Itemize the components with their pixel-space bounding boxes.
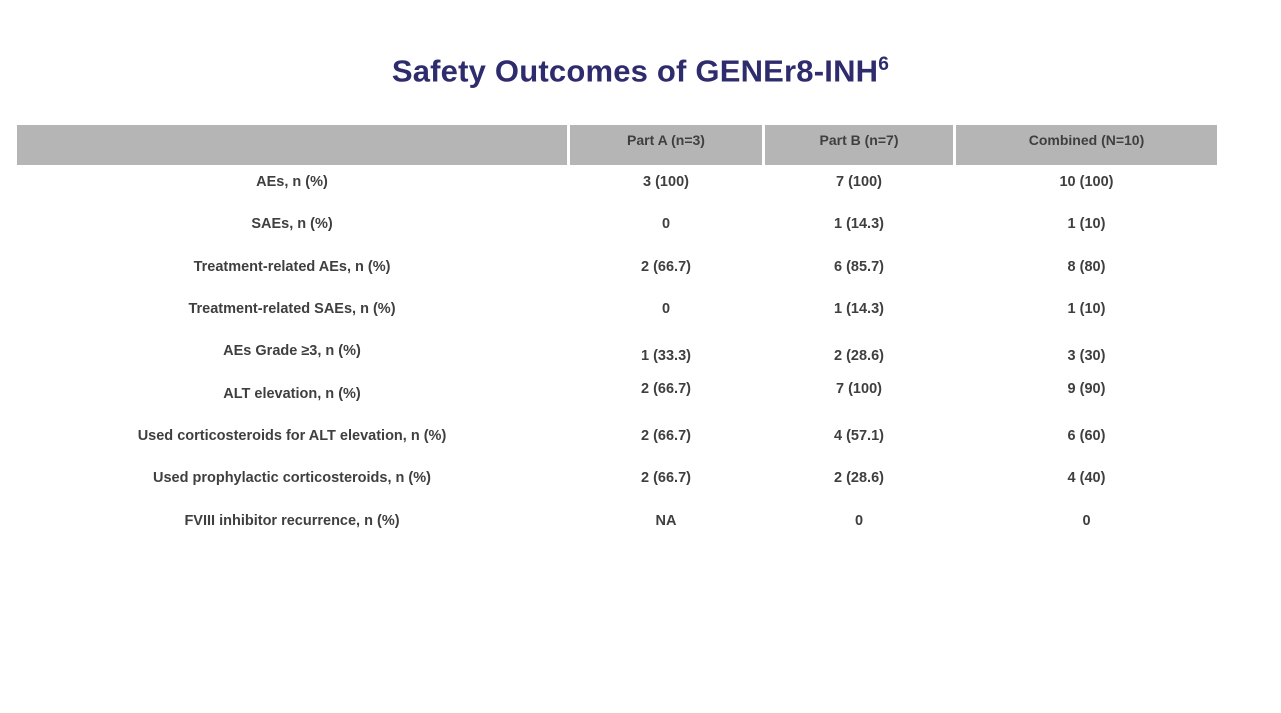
cell-combined: 1 (10) [1067,301,1106,318]
cell-part-a: 2 (66.7) [641,258,691,275]
cell-combined: 0 [1082,512,1091,529]
row-label: AEs, n (%) [256,174,328,191]
cell-part-b: 7 (100) [836,174,882,191]
table-row: ALT elevation, n (%) 2 (66.7) 7 (100) 9 … [17,372,1217,414]
table-header-row: Part A (n=3) Part B (n=7) Combined (N=10… [17,125,1217,165]
cell-combined: 6 (60) [1067,427,1106,444]
row-label: SAEs, n (%) [251,216,333,233]
cell-part-b: 1 (14.3) [834,301,884,318]
table-row: Treatment-related AEs, n (%) 2 (66.7) 6 … [17,246,1217,288]
table-row: SAEs, n (%) 0 1 (14.3) 1 (10) [17,203,1217,245]
cell-combined: 4 (40) [1067,470,1106,487]
cell-part-a: 2 (66.7) [641,427,691,444]
cell-part-a: 3 (100) [643,174,689,191]
cell-combined: 3 (30) [1067,348,1106,365]
safety-outcomes-table: Part A (n=3) Part B (n=7) Combined (N=10… [17,125,1217,542]
cell-part-b: 7 (100) [836,380,882,397]
cell-part-a: 2 (66.7) [641,470,691,487]
row-label: Treatment-related SAEs, n (%) [188,301,396,318]
cell-part-b: 1 (14.3) [834,216,884,233]
table-row: Treatment-related SAEs, n (%) 0 1 (14.3)… [17,288,1217,330]
row-label: ALT elevation, n (%) [223,385,361,402]
cell-part-b: 0 [854,512,864,529]
row-label: AEs Grade ≥3, n (%) [223,343,361,360]
cell-part-a: 1 (33.3) [641,348,691,365]
table-row: Used prophylactic corticosteroids, n (%)… [17,457,1217,499]
table-header-empty [17,125,567,165]
slide-title-text: Safety Outcomes of GENEr8-INH [391,53,879,89]
slide-title: Safety Outcomes of GENEr8-INH6 [0,47,1281,89]
table-header-part-a: Part A (n=3) [570,125,762,165]
row-label: Treatment-related AEs, n (%) [193,258,391,275]
cell-part-b: 2 (28.6) [834,348,884,365]
table-header-part-b: Part B (n=7) [765,125,953,165]
row-label: FVIII inhibitor recurrence, n (%) [184,512,400,529]
cell-part-b: 2 (28.6) [834,470,884,487]
row-label: Used prophylactic corticosteroids, n (%) [153,470,431,487]
cell-combined: 1 (10) [1067,216,1106,233]
cell-part-a: 0 [661,301,671,318]
cell-combined: 9 (90) [1067,380,1106,397]
cell-part-a: NA [655,512,677,529]
slide-title-superscript: 6 [878,54,890,75]
cell-combined: 10 (100) [1059,174,1114,191]
table-row: Used corticosteroids for ALT elevation, … [17,415,1217,457]
row-label: Used corticosteroids for ALT elevation, … [137,427,447,444]
table-header-combined: Combined (N=10) [956,125,1217,165]
table-body: AEs, n (%) 3 (100) 7 (100) 10 (100) SAEs… [17,161,1217,542]
table-row: FVIII inhibitor recurrence, n (%) NA 0 0 [17,499,1217,541]
cell-combined: 8 (80) [1067,258,1106,275]
cell-part-a: 2 (66.7) [641,380,691,397]
cell-part-a: 0 [661,216,671,233]
table-row: AEs Grade ≥3, n (%) 1 (33.3) 2 (28.6) 3 … [17,330,1217,372]
table-row: AEs, n (%) 3 (100) 7 (100) 10 (100) [17,161,1217,203]
cell-part-b: 6 (85.7) [834,258,884,275]
cell-part-b: 4 (57.1) [834,427,884,444]
